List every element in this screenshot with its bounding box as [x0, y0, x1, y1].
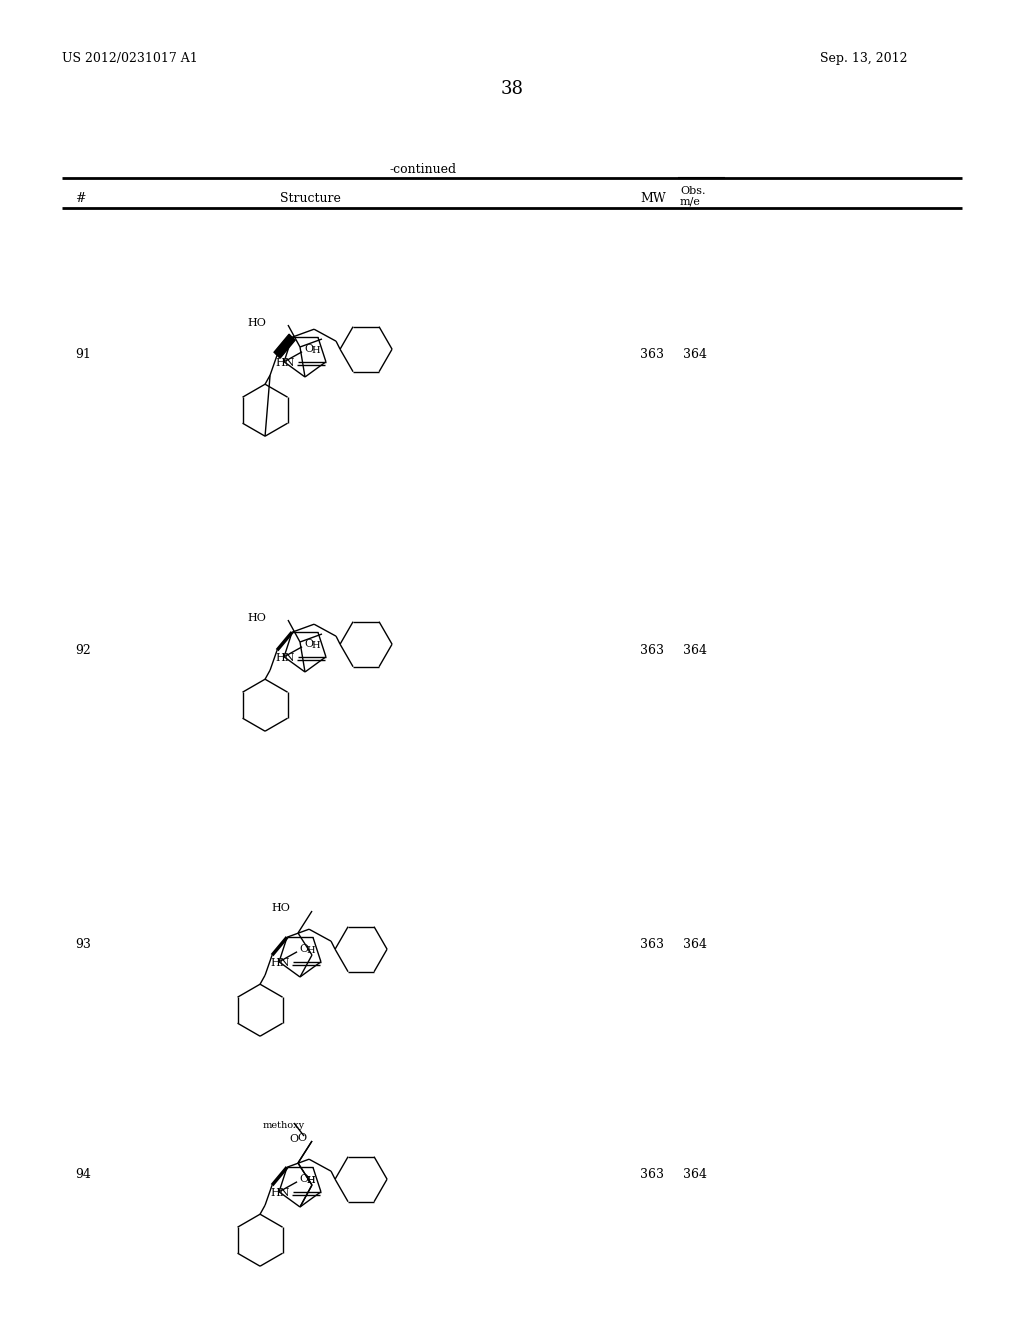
Text: 364: 364: [683, 939, 707, 952]
Text: HO: HO: [247, 318, 266, 327]
Text: H: H: [311, 346, 321, 355]
Text: US 2012/0231017 A1: US 2012/0231017 A1: [62, 51, 198, 65]
Text: HO: HO: [247, 612, 266, 623]
Text: HN: HN: [270, 958, 290, 968]
Text: 364: 364: [683, 644, 707, 656]
Text: 364: 364: [683, 1168, 707, 1181]
Text: 94: 94: [75, 1168, 91, 1181]
Text: MW: MW: [640, 191, 666, 205]
Text: 363: 363: [640, 348, 664, 362]
Text: HN: HN: [275, 358, 295, 368]
Text: O: O: [289, 1134, 298, 1144]
Text: Obs.: Obs.: [680, 186, 706, 195]
Text: -continued: -continued: [390, 162, 457, 176]
Text: HN: HN: [270, 1188, 290, 1197]
Text: 91: 91: [75, 348, 91, 362]
Text: O: O: [299, 944, 308, 954]
Text: Sep. 13, 2012: Sep. 13, 2012: [820, 51, 907, 65]
Text: 92: 92: [75, 644, 91, 656]
Text: methoxy: methoxy: [263, 1122, 305, 1130]
Text: HN: HN: [275, 653, 295, 663]
Text: O: O: [304, 343, 313, 354]
Text: 363: 363: [640, 644, 664, 656]
Text: 364: 364: [683, 348, 707, 362]
Text: 38: 38: [501, 81, 523, 98]
Text: O: O: [298, 1133, 307, 1143]
Text: HO: HO: [271, 903, 290, 913]
Polygon shape: [274, 334, 295, 358]
Text: O: O: [304, 639, 313, 649]
Text: #: #: [75, 191, 85, 205]
Text: H: H: [306, 1176, 315, 1185]
Text: Structure: Structure: [280, 191, 340, 205]
Text: H: H: [306, 1176, 315, 1185]
Text: m/e: m/e: [680, 195, 700, 206]
Text: O: O: [299, 1173, 308, 1184]
Text: H: H: [306, 946, 315, 956]
Text: H: H: [311, 642, 321, 651]
Text: 363: 363: [640, 1168, 664, 1181]
Text: 93: 93: [75, 939, 91, 952]
Text: 363: 363: [640, 939, 664, 952]
